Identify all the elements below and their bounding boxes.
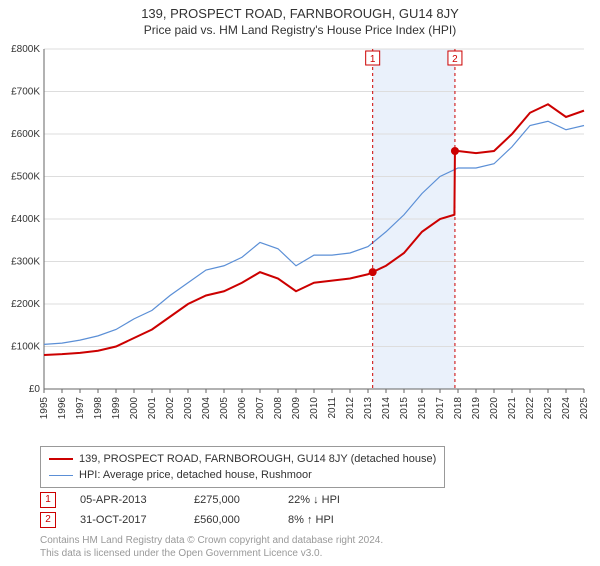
svg-text:1999: 1999: [111, 397, 122, 420]
legend-swatch: [49, 458, 73, 460]
svg-text:1: 1: [370, 54, 376, 65]
svg-text:2021: 2021: [507, 397, 518, 420]
svg-text:2006: 2006: [237, 397, 248, 420]
sale-row: 1 05-APR-2013 £275,000 22% ↓ HPI: [40, 490, 340, 510]
svg-text:2003: 2003: [183, 397, 194, 420]
legend: 139, PROSPECT ROAD, FARNBOROUGH, GU14 8J…: [40, 446, 445, 488]
svg-text:£300K: £300K: [11, 257, 40, 268]
svg-text:2002: 2002: [165, 397, 176, 420]
svg-text:2011: 2011: [327, 397, 338, 419]
svg-text:2019: 2019: [471, 397, 482, 420]
svg-text:£400K: £400K: [11, 214, 40, 225]
sale-relative-hpi: 22% ↓ HPI: [288, 490, 340, 510]
svg-text:£600K: £600K: [11, 129, 40, 140]
sale-marker-icon: 2: [40, 512, 56, 528]
page-title: 139, PROSPECT ROAD, FARNBOROUGH, GU14 8J…: [0, 6, 600, 21]
sale-date: 31-OCT-2017: [80, 510, 170, 530]
attribution: Contains HM Land Registry data © Crown c…: [40, 534, 383, 560]
svg-text:1996: 1996: [57, 397, 68, 420]
price-chart: £0 £100K £200K £300K £400K £500K £600K £700K £80…: [0, 41, 600, 421]
svg-text:2024: 2024: [561, 397, 572, 420]
svg-text:2023: 2023: [543, 397, 554, 420]
sale-row: 2 31-OCT-2017 £560,000 8% ↑ HPI: [40, 510, 340, 530]
page-subtitle: Price paid vs. HM Land Registry's House …: [0, 23, 600, 37]
svg-text:2: 2: [452, 54, 458, 65]
svg-text:2017: 2017: [435, 397, 446, 420]
svg-text:2008: 2008: [273, 397, 284, 420]
svg-text:2022: 2022: [525, 397, 536, 420]
svg-text:2015: 2015: [399, 397, 410, 420]
sale-price: £275,000: [194, 490, 264, 510]
svg-text:2025: 2025: [579, 397, 590, 420]
svg-text:2007: 2007: [255, 397, 266, 420]
svg-text:£0: £0: [29, 384, 41, 395]
sale-price: £560,000: [194, 510, 264, 530]
svg-text:£700K: £700K: [11, 87, 40, 98]
svg-text:2004: 2004: [201, 397, 212, 420]
svg-text:£100K: £100K: [11, 342, 40, 353]
svg-text:2016: 2016: [417, 397, 428, 420]
legend-label: HPI: Average price, detached house, Rush…: [79, 467, 312, 483]
legend-item-hpi: HPI: Average price, detached house, Rush…: [49, 467, 436, 483]
svg-text:1995: 1995: [39, 397, 50, 420]
svg-text:1998: 1998: [93, 397, 104, 420]
sale-relative-hpi: 8% ↑ HPI: [288, 510, 334, 530]
svg-text:£800K: £800K: [11, 44, 40, 55]
legend-label: 139, PROSPECT ROAD, FARNBOROUGH, GU14 8J…: [79, 451, 436, 467]
svg-text:2013: 2013: [363, 397, 374, 420]
sales-table: 1 05-APR-2013 £275,000 22% ↓ HPI 2 31-OC…: [40, 490, 340, 530]
legend-swatch: [49, 475, 73, 476]
svg-text:2012: 2012: [345, 397, 356, 420]
svg-text:2010: 2010: [309, 397, 320, 420]
svg-text:2009: 2009: [291, 397, 302, 420]
sale-marker-icon: 1: [40, 492, 56, 508]
svg-text:2014: 2014: [381, 397, 392, 420]
legend-item-property: 139, PROSPECT ROAD, FARNBOROUGH, GU14 8J…: [49, 451, 436, 467]
svg-text:2001: 2001: [147, 397, 158, 420]
svg-text:2018: 2018: [453, 397, 464, 420]
svg-text:1997: 1997: [75, 397, 86, 420]
sale-date: 05-APR-2013: [80, 490, 170, 510]
svg-text:£200K: £200K: [11, 299, 40, 310]
svg-text:2020: 2020: [489, 397, 500, 420]
attribution-line: This data is licensed under the Open Gov…: [40, 547, 383, 560]
svg-text:£500K: £500K: [11, 172, 40, 183]
svg-text:2005: 2005: [219, 397, 230, 420]
attribution-line: Contains HM Land Registry data © Crown c…: [40, 534, 383, 547]
svg-text:2000: 2000: [129, 397, 140, 420]
